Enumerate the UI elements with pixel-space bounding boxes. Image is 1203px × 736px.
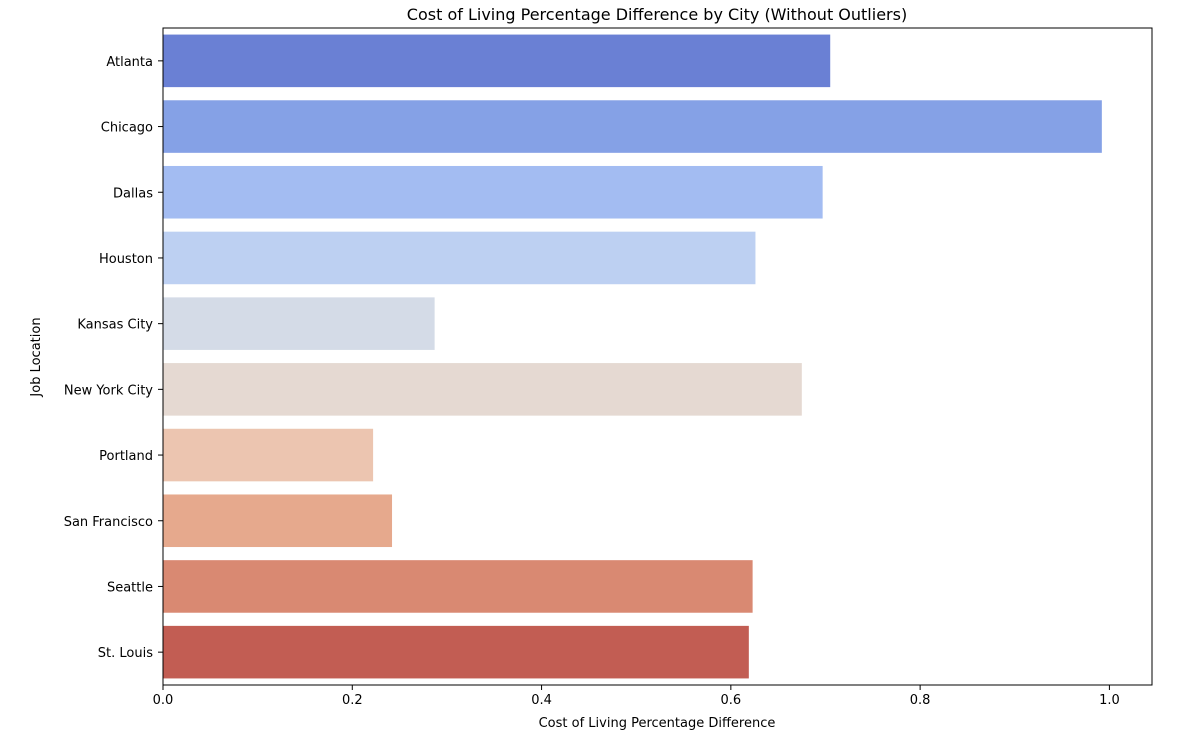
bar-dallas — [163, 165, 823, 219]
bar-seattle — [163, 560, 753, 613]
y-tick-label: New York City — [64, 383, 153, 398]
y-tick-label: Dallas — [113, 186, 153, 201]
x-axis-label: Cost of Living Percentage Difference — [539, 716, 776, 731]
x-tick-label: 1.0 — [1099, 693, 1120, 708]
bar-san-francisco — [163, 494, 393, 548]
x-tick-label: 0.2 — [342, 693, 363, 708]
bar-atlanta — [163, 34, 831, 88]
y-tick-label: San Francisco — [64, 515, 153, 530]
y-tick-label: Chicago — [101, 121, 153, 136]
y-tick-label: Seattle — [107, 580, 153, 595]
chart-title: Cost of Living Percentage Difference by … — [407, 5, 907, 24]
x-axis-ticks: 0.0 0.2 0.4 0.6 0.8 1.0 — [153, 685, 1120, 708]
bars-group — [163, 34, 1102, 679]
bar-kansas-city — [163, 297, 435, 350]
y-tick-label: Houston — [99, 252, 153, 267]
x-tick-label: 0.8 — [910, 693, 931, 708]
y-tick-label: St. Louis — [98, 646, 153, 661]
bar-portland — [163, 428, 374, 482]
plot-frame — [162, 27, 1153, 686]
y-tick-label: Kansas City — [77, 318, 153, 333]
x-tick-label: 0.6 — [721, 693, 742, 708]
y-tick-label: Atlanta — [106, 55, 153, 70]
x-tick-label: 0.4 — [531, 693, 552, 708]
bar-houston — [163, 231, 756, 285]
bar-st-louis — [163, 625, 749, 679]
y-tick-label: Portland — [99, 449, 153, 464]
x-tick-label: 0.0 — [153, 693, 174, 708]
y-axis-label: Job Location — [29, 317, 44, 397]
bar-new-york-city — [163, 363, 802, 416]
bar-chicago — [163, 100, 1102, 153]
y-axis-ticks: Atlanta Chicago Dallas Houston Kansas City Ne… — [64, 55, 163, 661]
